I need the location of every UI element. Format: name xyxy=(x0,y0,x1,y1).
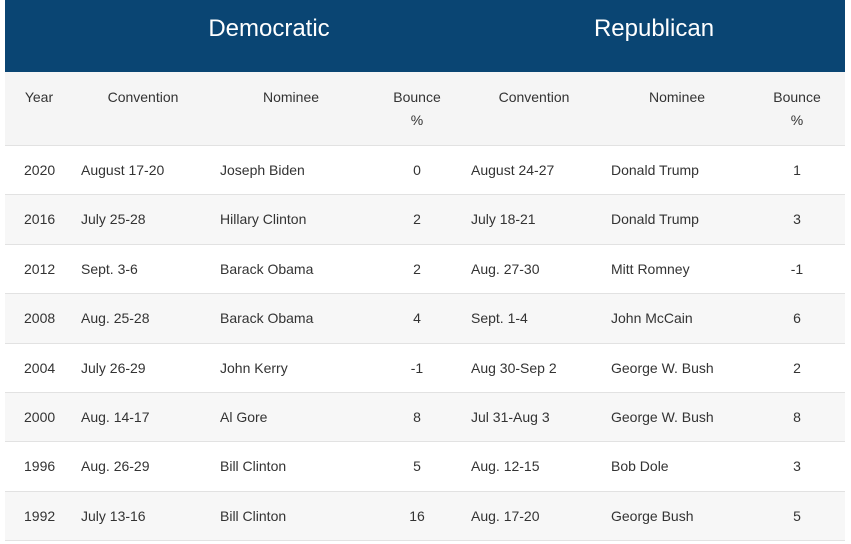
column-header: Convention xyxy=(107,89,179,105)
table-cell: August 17-20 xyxy=(81,162,165,178)
table-cell: 1992 xyxy=(24,507,56,524)
table-cell: 2 xyxy=(413,260,421,277)
table-cell: July 18-21 xyxy=(471,211,536,228)
table-cell: John Kerry xyxy=(220,359,288,376)
table-cell: Sept. 1-4 xyxy=(471,310,528,327)
table-cell: 2 xyxy=(413,211,421,228)
table-cell: Al Gore xyxy=(220,409,268,425)
table-cell: Hillary Clinton xyxy=(220,211,307,228)
table-cell: Aug. 26-29 xyxy=(81,458,150,475)
table-row: 1996 Aug. 26-29 Bill Clinton 5 Aug. 12-15 Bob… xyxy=(5,442,845,492)
table-cell: 3 xyxy=(793,458,801,475)
table-row: 2004 July 26-29 John Kerry -1 Aug 30-Sep 2 Ge… xyxy=(5,343,845,393)
group-title: Democratic xyxy=(208,15,330,42)
table-cell: July 13-16 xyxy=(81,507,146,524)
table-cell: Donald Trump xyxy=(611,162,699,178)
table-cell: George W. Bush xyxy=(611,409,714,425)
table-row: 2016 July 25-28 Hillary Clinton 2 July 18-21… xyxy=(5,195,845,245)
table-cell: 8 xyxy=(793,409,801,425)
table-cell: Aug. 17-20 xyxy=(471,507,540,524)
table-cell: Aug. 27-30 xyxy=(471,260,540,277)
table-cell: Aug. 25-28 xyxy=(81,310,150,327)
table-cell: 4 xyxy=(413,310,421,327)
table-cell: Barack Obama xyxy=(220,260,314,277)
table-cell: 5 xyxy=(413,458,421,475)
table-cell: George W. Bush xyxy=(611,359,714,376)
table-cell: July 25-28 xyxy=(81,211,146,228)
table-cell: 2012 xyxy=(24,260,56,277)
table-cell: 5 xyxy=(793,507,801,524)
table-cell: Mitt Romney xyxy=(611,260,690,277)
table-cell: Sept. 3-6 xyxy=(81,260,138,277)
column-header: Bounce % xyxy=(393,89,441,128)
table-cell: Donald Trump xyxy=(611,211,699,228)
table-cell: 16 xyxy=(409,507,425,524)
column-header: Nominee xyxy=(262,89,320,105)
table-row: 2012 Sept. 3-6 Barack Obama 2 Aug. 27-30 Mitt… xyxy=(5,244,845,295)
column-header: Bounce % xyxy=(773,89,821,128)
table-cell: -1 xyxy=(410,359,424,376)
table-cell: John McCain xyxy=(611,310,693,327)
table-row: 2008 Aug. 25-28 Barack Obama 4 Sept. 1-4 John… xyxy=(5,294,845,344)
column-header: Convention xyxy=(498,89,570,105)
table-row: 2020 August 17-20 Joseph Biden 0 August 24-2… xyxy=(5,146,845,196)
table-cell: Bob Dole xyxy=(611,458,669,475)
table-cell: George Bush xyxy=(611,507,694,524)
table-row: 1992 July 13-16 Bill Clinton 16 Aug. 17-20 Ge… xyxy=(5,491,845,542)
table-cell: 2004 xyxy=(24,359,56,376)
table-cell: 2016 xyxy=(24,211,56,228)
table-cell: 1 xyxy=(793,162,801,178)
table-cell: 1996 xyxy=(24,458,56,475)
table-cell: 2008 xyxy=(24,310,56,327)
table-cell: 0 xyxy=(413,162,421,178)
column-header: Nominee xyxy=(648,89,706,105)
table-cell: Jul 31-Aug 3 xyxy=(471,409,550,425)
group-title: Republican xyxy=(593,15,715,42)
group-header: Democratic Republican xyxy=(5,0,845,72)
table-cell: Aug 30-Sep 2 xyxy=(471,359,557,376)
table-cell: Bill Clinton xyxy=(220,458,287,475)
table-cell: 6 xyxy=(793,310,801,327)
table-cell: Barack Obama xyxy=(220,310,314,327)
table-cell: 2 xyxy=(793,359,801,376)
table-cell: 3 xyxy=(793,211,801,228)
table-cell: Joseph Biden xyxy=(220,162,305,178)
table-cell: Aug. 14-17 xyxy=(81,409,150,425)
table-cell: -1 xyxy=(790,260,804,277)
table-cell: 8 xyxy=(413,409,421,425)
column-header: Year xyxy=(24,89,54,105)
table-cell: Aug. 12-15 xyxy=(471,458,540,475)
table-cell: 2020 xyxy=(24,162,56,178)
table-cell: 2000 xyxy=(24,409,56,425)
table-cell: Bill Clinton xyxy=(220,507,287,524)
column-header-row: Year Convention Nominee Bounce % Convention N… xyxy=(5,72,845,146)
table-cell: August 24-27 xyxy=(471,162,555,178)
table-cell: July 26-29 xyxy=(81,359,146,376)
table-row: 2000 Aug. 14-17 Al Gore 8 Jul 31-Aug 3 George… xyxy=(5,393,845,443)
